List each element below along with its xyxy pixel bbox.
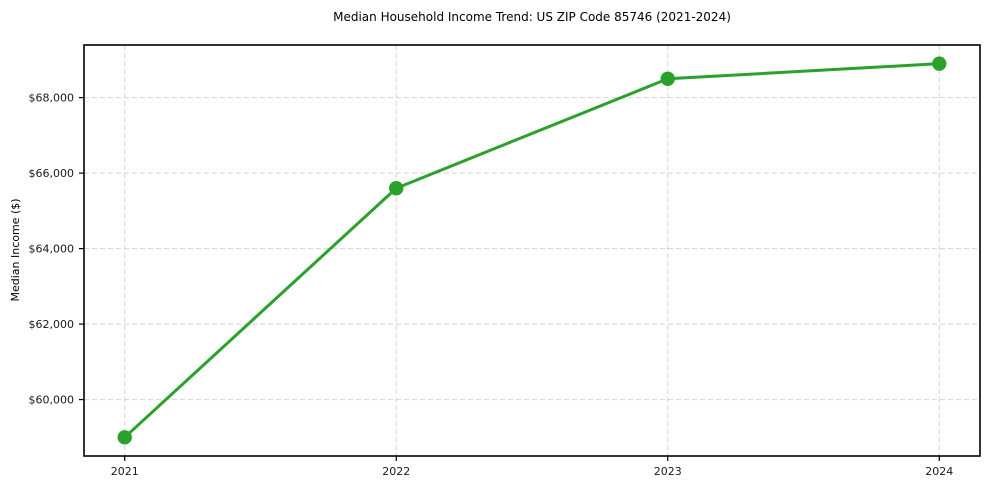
tick-layer [79, 97, 940, 461]
x-tick-label: 2023 [654, 465, 682, 478]
grid-layer [84, 45, 980, 456]
trend-line [123, 62, 941, 439]
y-tick-label: $68,000 [29, 92, 75, 105]
x-tick-label: 2022 [382, 465, 410, 478]
y-tick-label: $62,000 [29, 318, 75, 331]
y-tick-label: $66,000 [29, 167, 75, 180]
y-tick-label: $60,000 [29, 394, 75, 407]
x-tick-label: 2024 [925, 465, 953, 478]
y-axis-label: Median Income ($) [9, 198, 22, 301]
plot-border [83, 44, 981, 457]
tick-label-layer: $60,000 $62,000 $64,000 $66,000 $68,000 2021 2… [29, 92, 954, 478]
data-point [117, 430, 132, 445]
x-tick-label: 2021 [111, 465, 139, 478]
y-tick-label: $64,000 [29, 243, 75, 256]
chart-title: Median Household Income Trend: US ZIP Co… [333, 10, 731, 24]
data-point [660, 71, 675, 86]
series-layer [117, 56, 947, 445]
data-point [389, 181, 404, 196]
data-point [932, 56, 947, 71]
